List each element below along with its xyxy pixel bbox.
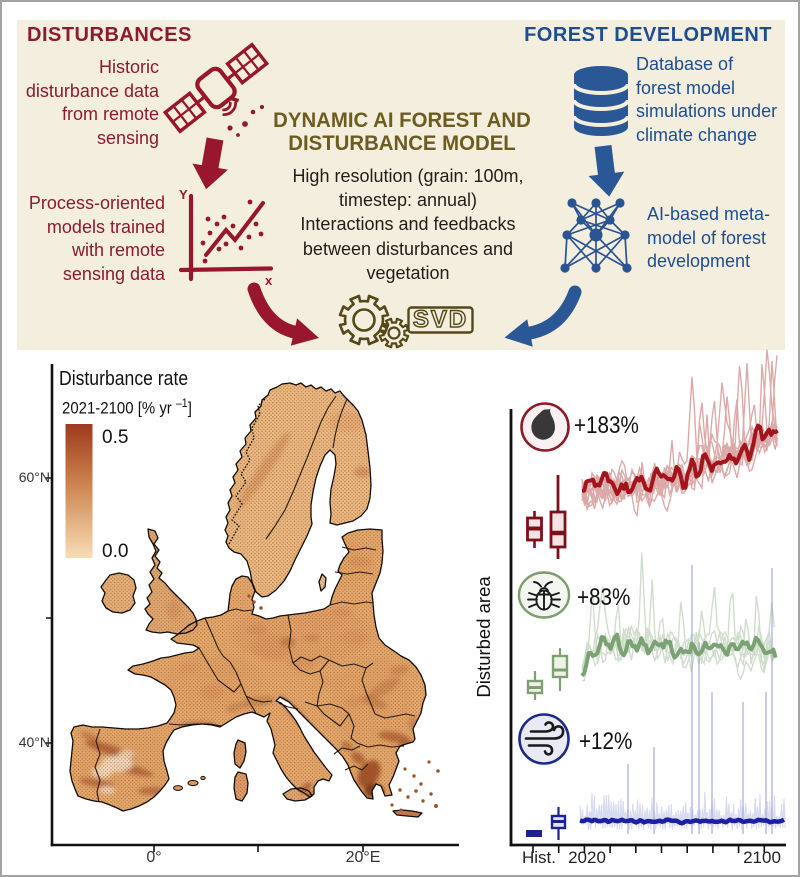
svg-text:Y: Y <box>179 187 188 202</box>
svg-text:SVD: SVD <box>413 306 468 333</box>
svg-text:x: x <box>265 273 273 288</box>
